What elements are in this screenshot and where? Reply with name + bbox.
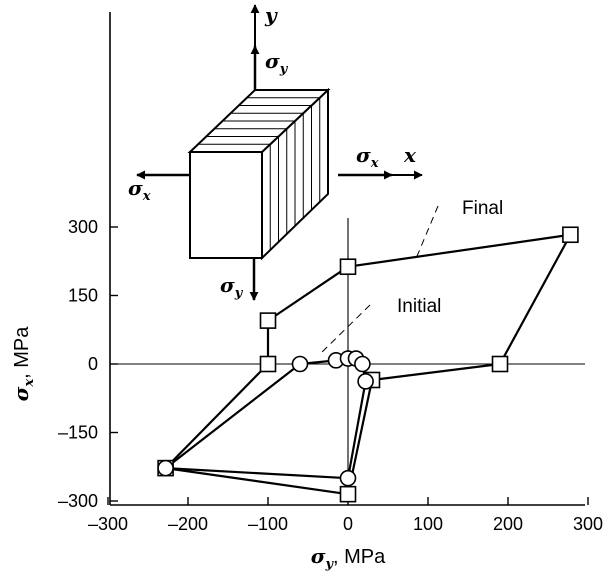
y-tick-label: –300	[58, 491, 98, 511]
y-axis-label-unit: , MPa	[11, 326, 33, 379]
sigma-y-top-label-subscript: y	[279, 62, 289, 77]
block-front-face	[189, 151, 263, 259]
sigma-x-right-label-subscript: x	[370, 156, 379, 171]
sigma-y-top-label-symbol: σ	[265, 49, 280, 73]
labels-layer: Final Initial	[319, 198, 503, 355]
x-axis-label-unit: , MPa	[333, 546, 386, 568]
series-point-final	[259, 312, 277, 329]
sigma-x-left-label-subscript: x	[142, 189, 151, 204]
series-point-initial	[339, 469, 357, 487]
x-axis-label-subscript: y	[324, 557, 334, 572]
sigma-x-left-label: σx	[128, 176, 151, 204]
x-axis-label-symbol: σ	[311, 544, 326, 568]
inset-x-axis-label: x	[403, 143, 417, 167]
series-point-initial	[357, 373, 374, 390]
y-tick-label: –150	[58, 423, 98, 443]
inset-y-axis-label: y	[264, 3, 278, 27]
axes: –300 –200 –100 0 100 200 300–300–1500150300σy,…	[9, 12, 603, 572]
y-tick-label: 150	[68, 285, 98, 305]
y-tick-label: 0	[88, 354, 98, 374]
x-tick-label: –100	[248, 514, 288, 534]
sigma-x-right-label: σx	[356, 143, 379, 171]
y-axis-label: σx, MPa	[9, 326, 37, 402]
sigma-y-top-label: σy	[265, 49, 289, 77]
inset-x-axis-label-symbol: x	[403, 143, 417, 167]
sigma-y-bottom-label-subscript: y	[234, 286, 244, 301]
sigma-y-bottom-label: σy	[220, 273, 244, 301]
series-point-initial	[291, 355, 309, 373]
y-axis-label-subscript: x	[22, 379, 37, 388]
sigma-y-bottom-label-symbol: σ	[220, 273, 235, 297]
x-tick-label: –300	[88, 514, 128, 534]
series-point-final	[339, 485, 357, 503]
annotation-final: Final	[462, 198, 503, 219]
series-point-final	[339, 258, 357, 276]
x-tick-label: 100	[413, 514, 443, 534]
final-leader-line	[414, 205, 439, 262]
x-tick-label: 0	[343, 514, 353, 534]
series-line-initial	[164, 357, 367, 480]
x-tick-label: –200	[168, 514, 208, 534]
series-point-final	[491, 355, 509, 373]
series-point-final	[562, 226, 579, 244]
series-point-initial	[354, 355, 371, 373]
sigma-x-right-label-symbol: σ	[356, 143, 371, 167]
x-tick-label: 300	[573, 514, 603, 534]
annotation-initial: Initial	[397, 296, 441, 317]
series-point-final	[259, 355, 277, 373]
series-point-initial	[157, 459, 174, 477]
x-tick-label: 200	[493, 514, 523, 534]
y-axis-label-symbol: σ	[9, 386, 33, 401]
y-tick-label: 300	[68, 217, 98, 237]
series-layer	[157, 226, 579, 503]
sigma-x-left-label-symbol: σ	[128, 176, 143, 200]
inset-y-axis-label-symbol: y	[264, 3, 278, 27]
x-axis-label: σy, MPa	[311, 544, 386, 572]
initial-leader-line	[319, 304, 371, 355]
